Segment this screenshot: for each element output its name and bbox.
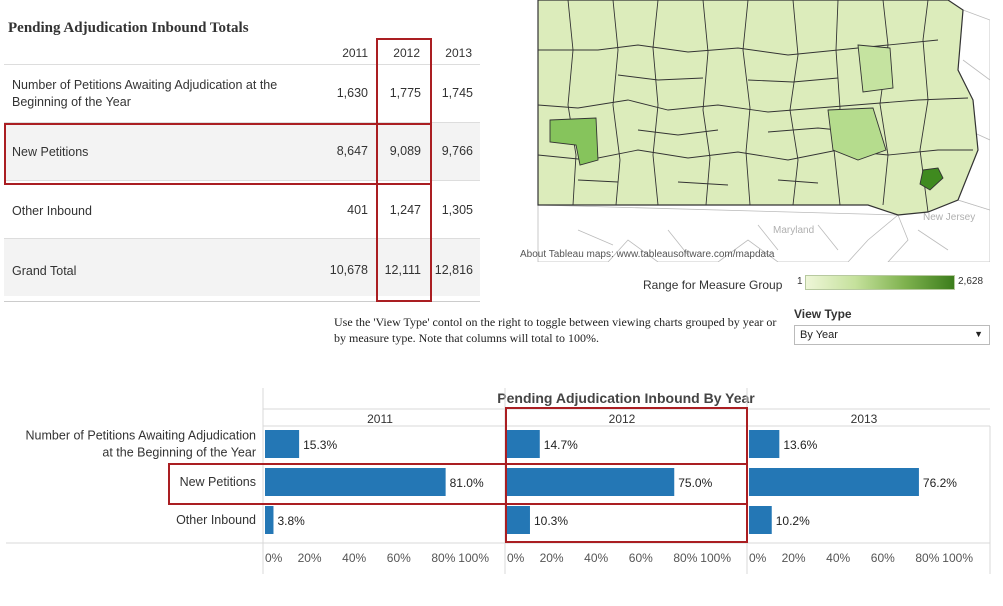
tick-label: 80%	[431, 551, 455, 565]
totals-table: Pending Adjudication Inbound Totals 2011…	[4, 12, 480, 302]
table-row: Grand Total 10,678 12,111 12,816	[4, 238, 480, 296]
table-row: New Petitions 8,647 9,089 9,766	[4, 122, 480, 180]
bar-value-label: 3.8%	[277, 514, 305, 528]
tick-label: 60%	[629, 551, 653, 565]
bar	[265, 430, 300, 458]
bar-value-label: 15.3%	[303, 438, 337, 452]
bar-value-label: 75.0%	[678, 476, 712, 490]
row-label: New Petitions	[12, 145, 89, 159]
cell-value: 1,247	[389, 203, 421, 217]
year-header-2012: 2012	[393, 46, 420, 60]
bar	[265, 506, 274, 534]
cell-value: 9,766	[441, 144, 473, 158]
bar-value-label: 76.2%	[923, 476, 957, 490]
bar	[507, 468, 675, 496]
highlight-new-petitions-bars	[168, 463, 748, 505]
tick-label: 100%	[700, 551, 731, 565]
cell-value: 12,816	[434, 263, 473, 277]
panel-header: 2012	[609, 412, 636, 426]
legend-min-value: 1	[797, 276, 803, 287]
tick-label: 60%	[387, 551, 411, 565]
totals-title: Pending Adjudication Inbound Totals	[8, 20, 249, 36]
county-mid-west	[549, 117, 599, 166]
cell-value: 1,745	[441, 86, 473, 100]
map-attribution[interactable]: About Tableau maps: www.tableausoftware.…	[520, 249, 775, 260]
chart-title: Pending Adjudication Inbound By Year	[497, 390, 755, 406]
bar-chart-svg: Pending Adjudication Inbound By Year 2011…	[6, 388, 991, 574]
view-type-dropdown[interactable]: By Year ▼	[794, 325, 990, 345]
bar-chart: Pending Adjudication Inbound By Year 2011…	[0, 384, 1003, 601]
tick-label: 80%	[915, 551, 939, 565]
tick-label: 60%	[871, 551, 895, 565]
legend-title: Range for Measure Group	[643, 278, 783, 292]
county-mid-east-2	[857, 44, 894, 93]
year-header-2011: 2011	[342, 46, 368, 60]
tick-label: 20%	[782, 551, 806, 565]
state-shape	[537, 0, 979, 216]
year-header-2013: 2013	[445, 46, 472, 60]
bar-value-label: 81.0%	[450, 476, 484, 490]
row-label: Number of Petitions Awaiting Adjudicatio…	[12, 78, 278, 109]
instructions-text: Use the 'View Type' contol on the right …	[334, 315, 777, 345]
bar-value-label: 10.3%	[534, 514, 568, 528]
bar	[507, 506, 530, 534]
row-label: Grand Total	[12, 264, 77, 278]
legend-max-value: 2,628	[958, 276, 984, 287]
tick-label: 100%	[942, 551, 973, 565]
bar-value-label: 10.2%	[776, 514, 810, 528]
category-label: at the Beginning of the Year	[102, 446, 256, 460]
bar-value-label: 14.7%	[544, 438, 578, 452]
map-svg: Maryland New Jersey	[518, 0, 990, 262]
tick-label: 0%	[265, 551, 283, 565]
county-map[interactable]: Maryland New Jersey	[518, 0, 990, 262]
cell-value: 1,305	[441, 203, 473, 217]
tick-label: 0%	[749, 551, 767, 565]
tick-label: 100%	[458, 551, 489, 565]
tick-label: 40%	[826, 551, 850, 565]
category-label: Number of Petitions Awaiting Adjudicatio…	[26, 429, 257, 443]
tick-label: 40%	[342, 551, 366, 565]
bar	[749, 468, 919, 496]
bar	[265, 468, 446, 496]
legend-color-ramp	[805, 275, 955, 290]
map-place-label: Maryland	[773, 225, 814, 236]
county-dark-east	[919, 167, 944, 191]
tick-label: 20%	[540, 551, 564, 565]
cell-value: 401	[347, 203, 368, 217]
tick-label: 20%	[298, 551, 322, 565]
tick-label: 0%	[507, 551, 525, 565]
table-row: Other Inbound 401 1,247 1,305	[4, 180, 480, 238]
county-mid-east-1	[827, 107, 887, 161]
row-label: Other Inbound	[12, 204, 92, 218]
chevron-down-icon: ▼	[974, 329, 983, 339]
bar	[507, 430, 540, 458]
map-place-label: New Jersey	[923, 212, 975, 223]
cell-value: 1,775	[389, 86, 421, 100]
cell-value: 12,111	[384, 263, 421, 277]
bar-value-label: 13.6%	[783, 438, 817, 452]
view-type-selected: By Year	[800, 329, 838, 341]
cell-value: 9,089	[389, 144, 421, 158]
bar	[749, 430, 780, 458]
category-label: New Petitions	[180, 475, 256, 489]
table-row: Number of Petitions Awaiting Adjudicatio…	[4, 64, 480, 122]
category-label: Other Inbound	[176, 513, 256, 527]
cell-value: 10,678	[329, 263, 368, 277]
cell-value: 8,647	[336, 144, 368, 158]
view-type-label: View Type	[794, 307, 852, 321]
cell-value: 1,630	[336, 86, 368, 100]
panel-header: 2011	[367, 412, 393, 426]
panel-header: 2013	[851, 412, 878, 426]
bar	[749, 506, 772, 534]
tick-label: 40%	[584, 551, 608, 565]
tick-label: 80%	[673, 551, 697, 565]
